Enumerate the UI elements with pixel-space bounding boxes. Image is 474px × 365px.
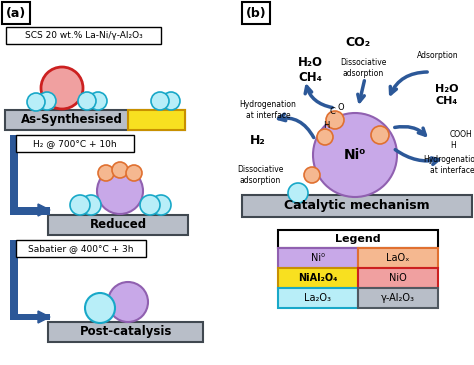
- Text: H₂ @ 700°C + 10h: H₂ @ 700°C + 10h: [33, 139, 117, 148]
- Text: (b): (b): [246, 7, 266, 19]
- Circle shape: [27, 93, 45, 111]
- Circle shape: [98, 165, 114, 181]
- Text: Dissociative
adsorption: Dissociative adsorption: [237, 165, 283, 185]
- Circle shape: [371, 126, 389, 144]
- Text: LaOₓ: LaOₓ: [386, 253, 410, 263]
- Bar: [358, 248, 438, 268]
- Text: Ni⁰: Ni⁰: [344, 148, 366, 162]
- Text: Post-catalysis: Post-catalysis: [80, 326, 172, 338]
- Bar: [10, 240, 18, 318]
- Circle shape: [41, 67, 83, 109]
- Circle shape: [38, 92, 56, 110]
- Bar: [10, 135, 18, 210]
- Text: H₂O
CH₄: H₂O CH₄: [435, 84, 459, 106]
- Text: Hydrogenation
at interface: Hydrogenation at interface: [424, 155, 474, 175]
- Circle shape: [97, 168, 143, 214]
- Bar: [48, 322, 203, 342]
- Text: NiAl₂O₄: NiAl₂O₄: [298, 273, 337, 283]
- Text: Adsorption: Adsorption: [417, 50, 459, 59]
- Bar: [6, 27, 161, 44]
- Text: H₂: H₂: [250, 134, 266, 146]
- Circle shape: [81, 195, 101, 215]
- Text: O: O: [337, 104, 344, 112]
- Text: Sabatier @ 400°C + 3h: Sabatier @ 400°C + 3h: [28, 244, 134, 253]
- Circle shape: [85, 293, 115, 323]
- Text: COOH
H: COOH H: [450, 130, 473, 150]
- Text: Catalytic mechanism: Catalytic mechanism: [284, 200, 430, 212]
- Text: Ni⁰: Ni⁰: [311, 253, 325, 263]
- Text: Reduced: Reduced: [90, 219, 146, 231]
- Bar: [16, 240, 146, 257]
- Circle shape: [70, 195, 90, 215]
- Circle shape: [151, 92, 169, 110]
- Text: As-Synthesised: As-Synthesised: [21, 114, 123, 127]
- Bar: [278, 288, 358, 308]
- Circle shape: [108, 282, 148, 322]
- Bar: [48, 215, 188, 235]
- Bar: [10, 314, 50, 320]
- Bar: [278, 230, 438, 248]
- Circle shape: [304, 167, 320, 183]
- Bar: [10, 207, 50, 215]
- Text: Dissociative
adsorption: Dissociative adsorption: [340, 58, 386, 78]
- Circle shape: [126, 165, 142, 181]
- Text: C: C: [329, 108, 335, 116]
- Text: Legend: Legend: [335, 234, 381, 244]
- Circle shape: [288, 183, 308, 203]
- Text: (a): (a): [6, 7, 26, 19]
- Text: H: H: [323, 120, 329, 130]
- Circle shape: [112, 162, 128, 178]
- Circle shape: [151, 195, 171, 215]
- Bar: [358, 288, 438, 308]
- Bar: [278, 248, 358, 268]
- Bar: [5, 110, 185, 130]
- Text: Hydrogenation
at interface: Hydrogenation at interface: [239, 100, 296, 120]
- Bar: [278, 268, 358, 288]
- Circle shape: [140, 195, 160, 215]
- Bar: [242, 195, 472, 217]
- Polygon shape: [38, 204, 50, 216]
- Text: γ-Al₂O₃: γ-Al₂O₃: [381, 293, 415, 303]
- Circle shape: [162, 92, 180, 110]
- Circle shape: [317, 129, 333, 145]
- Bar: [358, 268, 438, 288]
- Polygon shape: [38, 311, 50, 323]
- Text: H₂O
CH₄: H₂O CH₄: [298, 56, 322, 84]
- Circle shape: [313, 113, 397, 197]
- Text: CO₂: CO₂: [346, 35, 371, 49]
- Bar: [16, 135, 134, 152]
- Text: NiO: NiO: [389, 273, 407, 283]
- Circle shape: [89, 92, 107, 110]
- Text: SCS 20 wt.% La-Ni/γ-Al₂O₃: SCS 20 wt.% La-Ni/γ-Al₂O₃: [25, 31, 143, 40]
- Bar: [242, 2, 270, 24]
- Bar: [2, 2, 30, 24]
- Circle shape: [326, 111, 344, 129]
- Circle shape: [78, 92, 96, 110]
- Text: La₂O₃: La₂O₃: [304, 293, 331, 303]
- Bar: [128, 110, 185, 130]
